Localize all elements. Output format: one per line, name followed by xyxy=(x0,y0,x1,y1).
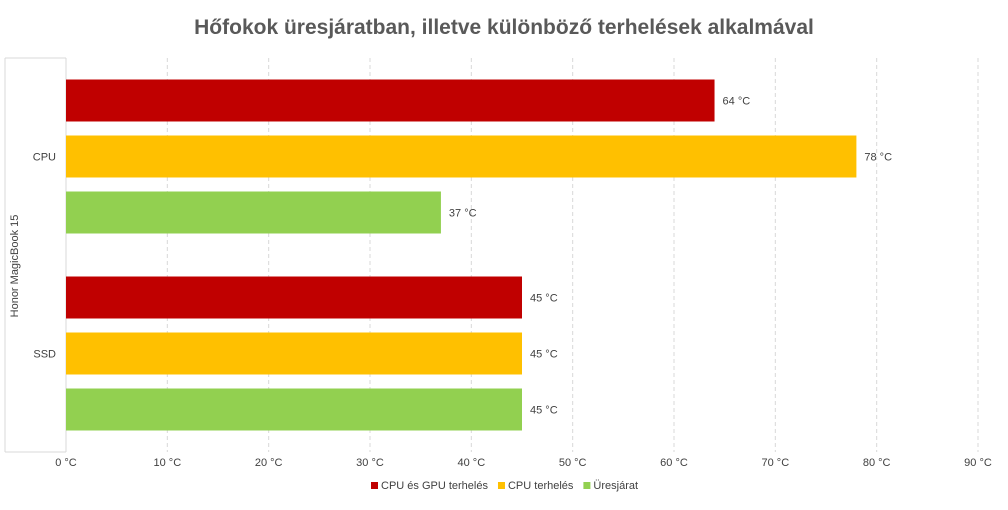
axis-lines xyxy=(4,57,67,453)
category-label: SSD xyxy=(33,349,56,361)
x-tick-label: 60 °C xyxy=(660,457,688,469)
x-tick-label: 0 °C xyxy=(55,457,77,469)
legend-swatch xyxy=(583,482,591,489)
gridlines xyxy=(166,58,979,452)
category-labels: CPU SSD xyxy=(33,152,56,361)
x-tick-label: 80 °C xyxy=(863,457,891,469)
category-label: CPU xyxy=(33,152,56,164)
legend-label: CPU terhelés xyxy=(508,480,574,492)
bar xyxy=(66,79,715,122)
data-label: 45 °C xyxy=(530,349,558,361)
legend-swatch xyxy=(497,482,505,489)
data-labels: 64 °C 78 °C 37 °C 45 °C 45 °C 45 °C xyxy=(449,96,892,417)
bar xyxy=(66,388,522,431)
data-label: 78 °C xyxy=(864,152,892,164)
legend: CPU és GPU terhelés CPU terhelés Üresjárat xyxy=(371,480,638,492)
x-tick-label: 50 °C xyxy=(559,457,587,469)
group-label: Honor MagicBook 15 xyxy=(9,215,21,318)
bar xyxy=(66,191,441,234)
legend-label: CPU és GPU terhelés xyxy=(381,480,488,492)
data-label: 45 °C xyxy=(530,293,558,305)
data-label: 45 °C xyxy=(530,405,558,417)
legend-swatch xyxy=(371,482,378,489)
bar xyxy=(66,276,522,319)
legend-label: Üresjárat xyxy=(593,480,638,492)
x-tick-label: 70 °C xyxy=(762,457,790,469)
bars xyxy=(66,79,857,431)
data-label: 37 °C xyxy=(449,208,477,220)
x-tick-label: 90 °C xyxy=(964,457,992,469)
x-axis-ticks: 0 °C 10 °C 20 °C 30 °C 40 °C 50 °C 60 °C 70 °C 8… xyxy=(55,457,992,469)
chart-title: Hőfokok üresjáratban, illetve különböző … xyxy=(194,16,814,39)
x-tick-label: 20 °C xyxy=(255,457,283,469)
x-tick-label: 40 °C xyxy=(458,457,486,469)
data-label: 64 °C xyxy=(723,96,751,108)
bar xyxy=(66,135,857,178)
x-tick-label: 30 °C xyxy=(356,457,384,469)
x-tick-label: 10 °C xyxy=(154,457,182,469)
bar xyxy=(66,332,522,375)
